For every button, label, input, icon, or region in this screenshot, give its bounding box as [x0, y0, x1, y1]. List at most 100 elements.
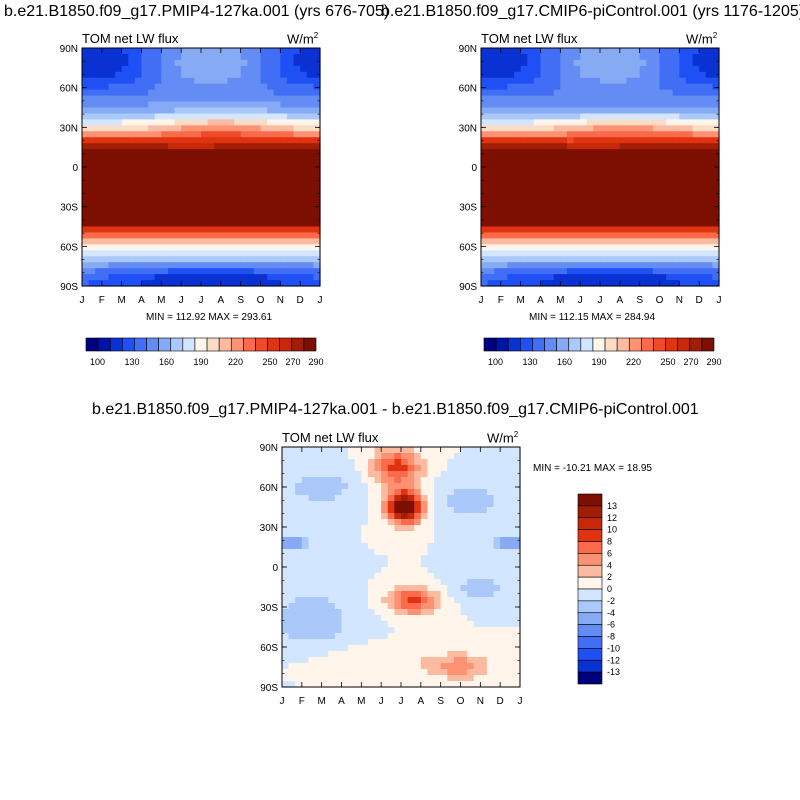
panel3-heatmap-cell [480, 651, 488, 658]
panel1-heatmap-cell [214, 101, 222, 109]
panel1-heatmap-cell [267, 250, 275, 257]
panel3-heatmap-cell [493, 627, 501, 634]
panel3-heatmap-cell [328, 651, 336, 658]
panel2-heatmap-cell [699, 172, 707, 180]
panel3-heatmap-cell [401, 657, 409, 664]
panel2-heatmap-cell [553, 190, 561, 198]
panel3-colorbar-swatch [577, 493, 603, 507]
panel1-heatmap-cell [286, 172, 295, 180]
panel2-heatmap-cell [580, 83, 588, 91]
panel2-heatmap-cell [580, 238, 588, 245]
panel2-heatmap-cell [606, 232, 614, 239]
panel3-heatmap-cell [473, 651, 481, 658]
panel3-heatmap-cell [374, 615, 382, 622]
panel1-heatmap-cell [286, 220, 295, 228]
panel1-heatmap-cell [207, 149, 215, 156]
panel3-heatmap-cell [440, 453, 448, 460]
panel1-heatmap-cell [88, 77, 96, 85]
panel1-heatmap-cell [115, 274, 123, 281]
panel3-heatmap-cell [301, 669, 310, 676]
panel2-heatmap-cell [666, 178, 674, 186]
panel2-heatmap-cell [580, 262, 588, 269]
panel1-heatmap-cell [141, 214, 149, 222]
panel3-heatmap-cell [473, 495, 481, 502]
panel1-heatmap-cell [174, 155, 182, 162]
panel1-heatmap-cell [167, 119, 176, 126]
panel2-heatmap-cell [652, 71, 661, 79]
panel2-heatmap-cell [560, 137, 568, 144]
panel3-heatmap-cell [308, 507, 316, 514]
panel2-heatmap-cell [692, 59, 700, 67]
panel3-heatmap-cell [513, 645, 521, 652]
panel2-heatmap-cell [481, 250, 489, 257]
panel2-heatmap-cell [685, 161, 694, 168]
panel1-heatmap-cell [293, 238, 301, 245]
panel1-heatmap-cell [247, 107, 255, 115]
panel1-heatmap-cell [194, 131, 202, 138]
panel1-heatmap-cell [273, 244, 281, 251]
panel3-heatmap-cell [401, 453, 409, 460]
panel3-heatmap-cell [447, 453, 455, 460]
panel1-heatmap-cell [161, 250, 169, 257]
panel3-heatmap-cell [348, 645, 356, 652]
panel2-heatmap-cell [507, 184, 515, 192]
panel1-heatmap-cell [280, 137, 288, 144]
panel1-heatmap-cell [286, 214, 295, 222]
panel3-heatmap-cell [282, 675, 290, 682]
panel2-heatmap-cell [699, 202, 707, 210]
panel2-heatmap-cell [580, 256, 588, 263]
panel1-heatmap-cell [201, 143, 209, 150]
panel1-heatmap-cell [260, 143, 268, 150]
panel2-heatmap-cell [527, 137, 535, 144]
panel3-heatmap-cell [480, 609, 488, 616]
panel3-heatmap-cell [295, 579, 303, 586]
panel2-heatmap-cell [712, 280, 720, 287]
panel3-heatmap-cell [282, 627, 290, 634]
panel3-heatmap-cell [401, 471, 409, 478]
panel2-colorbar-swatch [689, 337, 703, 352]
panel3-heatmap-cell [295, 531, 303, 538]
panel3-heatmap-cell [401, 597, 409, 604]
panel2-heatmap-cell [481, 101, 489, 109]
panel1-heatmap-cell [174, 196, 182, 204]
panel1-heatmap-cell [220, 256, 229, 263]
panel2-colorbar-swatch [641, 337, 654, 352]
panel1-heatmap-cell [267, 119, 275, 126]
panel2-heatmap-cell [639, 53, 647, 61]
panel1-heatmap-cell [128, 244, 136, 251]
panel3-heatmap-cell [387, 609, 395, 616]
panel2-heatmap-cell [580, 184, 588, 192]
panel2-heatmap-cell [666, 119, 674, 126]
panel2-heatmap-cell [566, 208, 575, 216]
panel2-heatmap-cell [540, 244, 548, 251]
panel2-heatmap-cell [692, 202, 700, 210]
panel2-heatmap-cell [639, 89, 647, 97]
panel2-x-tick-label: M [556, 295, 564, 306]
panel1-heatmap-cell [148, 149, 156, 156]
panel1-heatmap-cell [88, 190, 96, 198]
panel3-heatmap-cell [308, 621, 316, 628]
panel1-heatmap-cell [207, 262, 215, 269]
panel1-heatmap-cell [115, 184, 123, 192]
panel1-heatmap-cell [134, 214, 143, 222]
panel1-heatmap-cell [174, 178, 182, 186]
panel3-heatmap-cell [315, 453, 323, 460]
panel2-heatmap-cell [600, 208, 608, 216]
panel2-heatmap-cell [633, 95, 641, 103]
panel1-heatmap-cell [201, 71, 209, 79]
panel1-heatmap-cell [306, 244, 314, 251]
panel2-heatmap-cell [520, 59, 528, 67]
panel3-heatmap-cell [328, 483, 336, 490]
panel3-heatmap-cell [301, 549, 310, 556]
panel1-heatmap-cell [280, 214, 288, 222]
panel1-heatmap-cell [207, 250, 215, 257]
panel1-heatmap-cell [300, 161, 308, 168]
panel3-heatmap-cell [467, 573, 475, 580]
panel2-heatmap-cell [639, 178, 647, 186]
panel3-heatmap-cell [295, 669, 303, 676]
panel1-heatmap-cell [240, 190, 248, 198]
panel2-x-tick-label: J [598, 295, 603, 306]
panel3-heatmap-cell [321, 669, 329, 676]
panel1-heatmap-cell [313, 95, 321, 103]
panel2-heatmap-cell [520, 155, 528, 162]
